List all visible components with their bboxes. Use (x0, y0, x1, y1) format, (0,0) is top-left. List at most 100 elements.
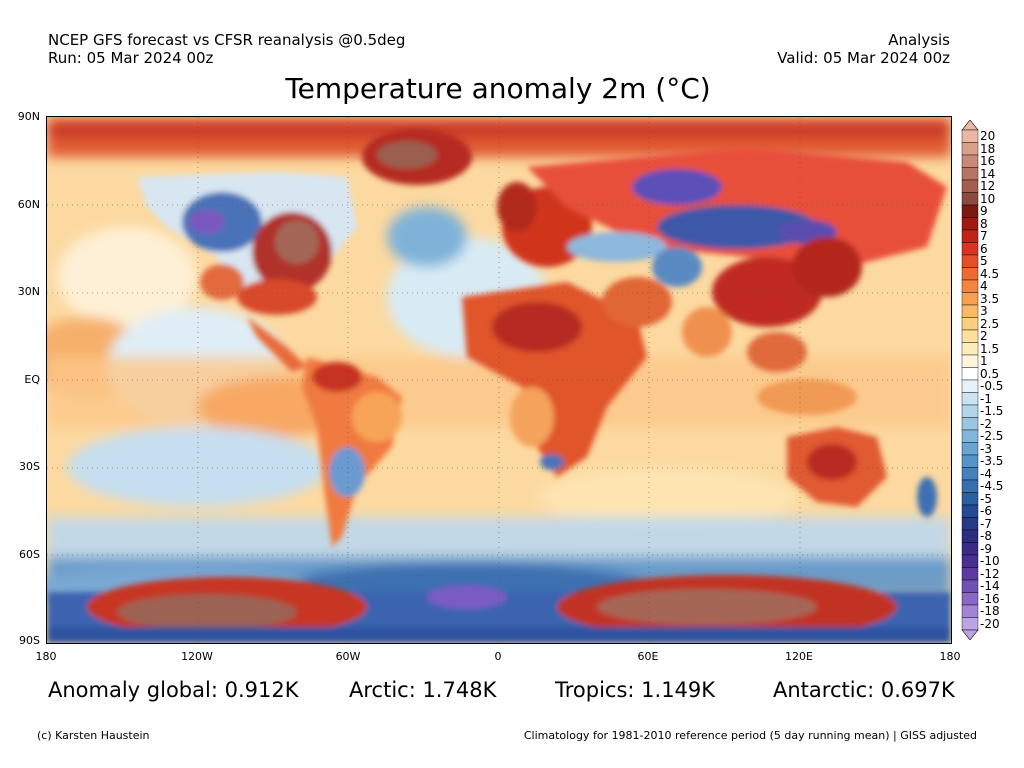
colorbar-tick-label: 16 (980, 154, 996, 168)
model-run-label: NCEP GFS forecast vs CFSR reanalysis @0.… (48, 31, 406, 49)
colorbar-swatch (961, 442, 979, 456)
colorbar-swatch (961, 467, 979, 481)
colorbar-swatch (961, 267, 979, 281)
colorbar-swatch (961, 454, 979, 468)
colorbar-swatch (961, 379, 979, 393)
colorbar-swatch (961, 242, 979, 256)
colorbar-swatch (961, 479, 979, 493)
tropics-anomaly-stat: Tropics: 1.149K (555, 678, 716, 702)
lat-label-90s: 90S (19, 634, 40, 647)
lon-label-180w: 180 (35, 650, 57, 663)
colorbar-tick-label: -12 (980, 566, 1000, 581)
colorbar-swatch (961, 229, 979, 243)
lon-label-180e: 180 (939, 650, 961, 663)
colorbar-swatch (961, 317, 979, 331)
global-anomaly-stat: Anomaly global: 0.912K (48, 678, 299, 702)
lon-label-0: 0 (494, 650, 502, 663)
colorbar-swatch (961, 167, 979, 181)
colorbar-swatch (961, 529, 979, 543)
colorbar-swatch (961, 129, 979, 143)
lat-label-60n: 60N (17, 198, 40, 211)
arctic-anomaly-stat: Arctic: 1.748K (349, 678, 497, 702)
colorbar-tick-label: 7 (980, 229, 988, 243)
lon-label-60e: 60E (637, 650, 659, 663)
colorbar-tick-label: 0.5 (980, 366, 1000, 381)
lat-label-30n: 30N (17, 285, 40, 298)
colorbar-tick-label: 1.5 (980, 341, 1000, 356)
colorbar-swatch (961, 192, 979, 206)
colorbar-swatch (961, 554, 979, 568)
colorbar-min-arrow (961, 629, 979, 640)
colorbar-tick-label: -3 (980, 441, 992, 456)
analysis-label: Analysis (888, 31, 950, 49)
colorbar-tick-label: -0.5 (980, 379, 1004, 393)
colorbar-swatch (961, 617, 979, 631)
colorbar-swatch (961, 429, 979, 443)
colorbar-tick-label: 14 (980, 166, 996, 181)
colorbar-swatch (961, 404, 979, 418)
colorbar-tick-label: 9 (980, 204, 988, 218)
colorbar-tick-label: -18 (980, 604, 1000, 618)
colorbar-tick-label: 20 (980, 129, 996, 143)
antarctic-anomaly-stat: Antarctic: 0.697K (773, 678, 955, 702)
lon-label-120e: 120E (785, 650, 813, 663)
anomaly-map (46, 116, 952, 644)
colorbar-swatch (961, 342, 979, 356)
colorbar-swatch (961, 204, 979, 218)
colorbar-swatch (961, 504, 979, 518)
colorbar-tick-label: 2.5 (980, 316, 1000, 331)
colorbar-tick-label: -3.5 (980, 454, 1004, 468)
colorbar-tick-label: -14 (980, 579, 1000, 593)
colorbar-swatch (961, 517, 979, 531)
lat-label-eq: EQ (24, 373, 40, 386)
colorbar-tick-label: 12 (980, 179, 996, 193)
colorbar-swatch (961, 304, 979, 318)
colorbar-tick-label: -1.5 (980, 404, 1004, 418)
colorbar-tick-label: 8 (980, 216, 988, 231)
lat-label-30s: 30S (19, 460, 40, 473)
colorbar-tick-label: -4.5 (980, 479, 1004, 493)
colorbar-tick-label: 4 (980, 279, 988, 293)
colorbar-tick-label: -20 (980, 616, 1000, 631)
colorbar-swatch (961, 492, 979, 506)
colorbar-tick-label: -6 (980, 504, 992, 518)
colorbar-swatch (961, 292, 979, 306)
colorbar-tick-label: -8 (980, 529, 992, 543)
colorbar-tick-label: -1 (980, 391, 992, 406)
colorbar-tick-label: -10 (980, 554, 1000, 568)
colorbar-swatch (961, 329, 979, 343)
climatology-note: Climatology for 1981-2010 reference peri… (523, 729, 977, 742)
colorbar-swatch (961, 154, 979, 168)
colorbar-swatch (961, 567, 979, 581)
colorbar-tick-label: 1 (980, 354, 988, 368)
colorbar-tick-label: 2 (980, 329, 988, 343)
lon-label-120w: 120W (181, 650, 213, 663)
colorbar-tick-label: 10 (980, 191, 996, 206)
colorbar-swatch (961, 367, 979, 381)
colorbar-swatch (961, 579, 979, 593)
colorbar-swatch (961, 392, 979, 406)
colorbar-tick-label: -4 (980, 466, 992, 481)
colorbar-swatch (961, 279, 979, 293)
colorbar-tick-label: -9 (980, 541, 992, 556)
colorbar-swatch (961, 592, 979, 606)
colorbar-max-arrow (961, 120, 979, 131)
lat-label-90n: 90N (17, 110, 40, 123)
colorbar-swatch (961, 417, 979, 431)
colorbar-tick-label: -2.5 (980, 429, 1004, 443)
colorbar-tick-label: -7 (980, 516, 992, 531)
colorbar-tick-label: 3.5 (980, 291, 1000, 306)
colorbar-swatch (961, 254, 979, 268)
colorbar-swatch (961, 217, 979, 231)
colorbar-swatch (961, 179, 979, 193)
anomaly-map-graphic (47, 117, 951, 643)
copyright-credit: (c) Karsten Haustein (37, 729, 150, 742)
run-time-label: Run: 05 Mar 2024 00z (48, 49, 214, 67)
colorbar-swatch (961, 604, 979, 618)
colorbar-tick-label: -5 (980, 491, 992, 506)
colorbar-tick-label: 18 (980, 141, 996, 156)
colorbar-swatch (961, 354, 979, 368)
colorbar-tick-label: -2 (980, 416, 992, 431)
colorbar-tick-label: 4.5 (980, 266, 1000, 281)
colorbar-tick-label: -16 (980, 591, 1000, 606)
